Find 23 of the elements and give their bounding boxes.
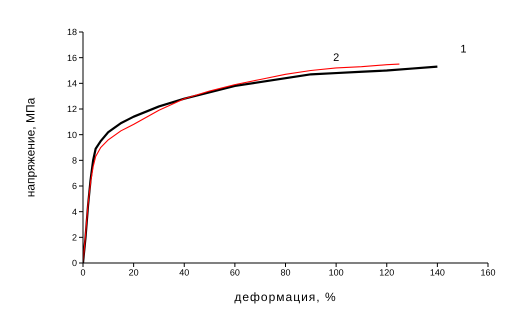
x-tick-label: 140 xyxy=(430,267,445,278)
x-tick-label: 0 xyxy=(80,267,86,278)
y-tick-label: 0 xyxy=(72,258,77,268)
x-tick-label: 80 xyxy=(280,267,291,278)
y-tick-label: 14 xyxy=(66,78,77,89)
x-tick-label: 40 xyxy=(179,267,190,278)
x-axis-title: деформация, % xyxy=(234,290,337,304)
y-tick-label: 16 xyxy=(66,52,77,63)
y-axis-title: напряжение, МПа xyxy=(23,97,38,198)
y-tick-label: 18 xyxy=(66,27,77,38)
x-tick-label: 60 xyxy=(230,267,240,278)
text: 1 xyxy=(460,44,466,56)
x-tick-label: 100 xyxy=(328,267,344,278)
x-tick-label: 160 xyxy=(480,267,496,278)
x-tick-label: 20 xyxy=(128,267,139,278)
y-tick-label: 12 xyxy=(66,104,77,114)
y-tick-label: 10 xyxy=(66,130,77,140)
y-tick-label: 6 xyxy=(72,181,77,192)
y-tick-label: 2 xyxy=(72,232,77,243)
y-tick-label: 8 xyxy=(72,156,77,166)
x-tick-label: 120 xyxy=(379,267,394,278)
y-tick-label: 4 xyxy=(72,206,77,217)
series-label: 2 xyxy=(333,52,340,64)
